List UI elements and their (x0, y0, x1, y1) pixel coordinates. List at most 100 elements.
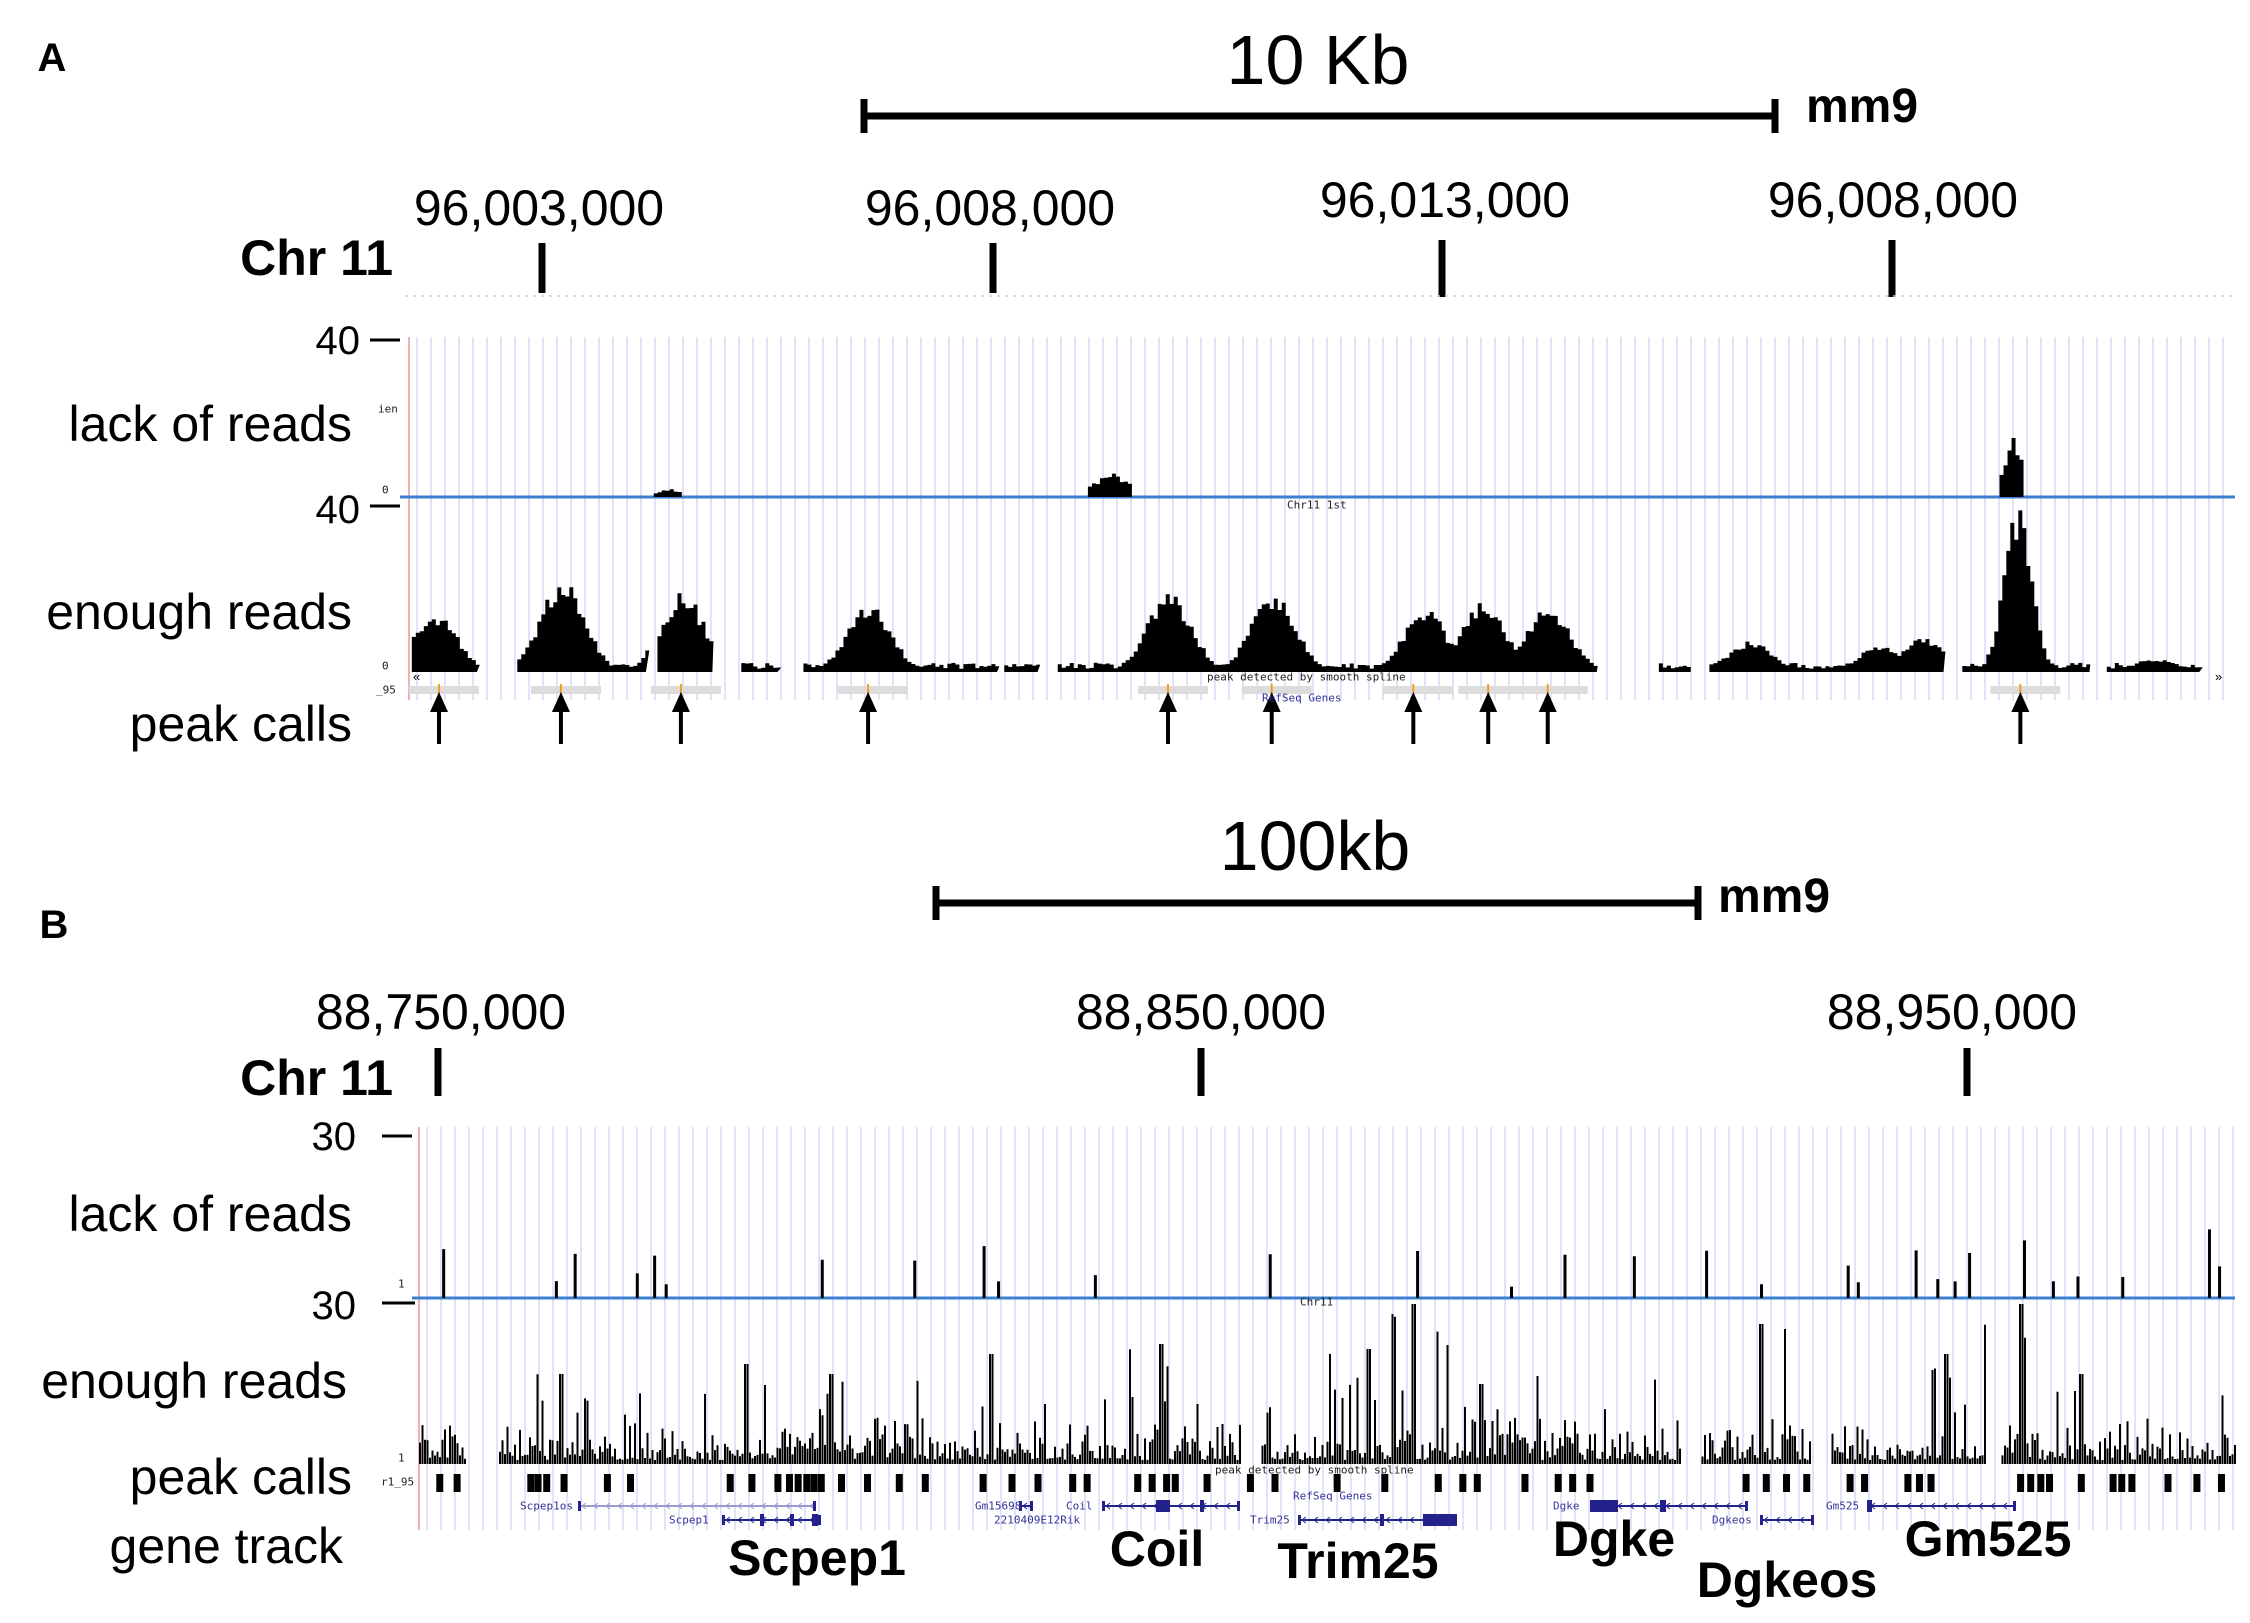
panel-b-peak-call (979, 1474, 987, 1492)
gene-exon (1237, 1501, 1240, 1511)
gene-strand-arrow-icon (1325, 1516, 1331, 1524)
panel-a-assembly: mm9 (1806, 80, 1919, 133)
small-gene-label-2210409e12rik: 2210409E12Rik (994, 1513, 1081, 1527)
gene-strand-arrow-icon (1129, 1502, 1135, 1510)
gene-strand-arrow-icon (1689, 1502, 1695, 1510)
panel-b-coord-2: 88,850,000 (1075, 984, 1327, 1040)
gene-strand-arrow-icon (1942, 1502, 1948, 1510)
panel-a-lack-label: lack of reads (68, 396, 352, 452)
gene-label-dgkeos: Dgkeos (1696, 1552, 1878, 1608)
panel-b-peak-call (627, 1474, 635, 1492)
panel-b-peak-call (560, 1474, 568, 1492)
panel-a-left-arrow-icon: « (413, 669, 420, 684)
panel-a-enough-reads-signal (411, 510, 2203, 672)
panel-b-peak-call (837, 1474, 845, 1492)
gene-exon (790, 1514, 794, 1526)
panel-a-tiny-zero-2: 0 (382, 659, 389, 673)
panel-b-peak-call (436, 1474, 444, 1492)
panel-b-tiny-peak-track: peak detected by smooth spline (1215, 1463, 1414, 1477)
panel-b-peak-call (1134, 1474, 1142, 1492)
gene-label-scpep1: Scpep1 (728, 1530, 906, 1586)
gene-strand-arrow-icon (1117, 1502, 1123, 1510)
gene-strand-arrow-icon (1141, 1502, 1147, 1510)
gene-exon (818, 1515, 821, 1525)
gene-strand-arrow-icon (1787, 1516, 1793, 1524)
gene-strand-arrow-icon (797, 1516, 803, 1524)
gene-exon (1156, 1500, 1170, 1512)
gene-strand-arrow-icon (773, 1502, 779, 1510)
gene-exon (1298, 1515, 1301, 1525)
gene-strand-arrow-icon (1701, 1502, 1707, 1510)
panel-b-peak-call (1586, 1474, 1594, 1492)
panel-b-peak-call (1521, 1474, 1529, 1492)
panel-a-peak-call-bar (530, 686, 601, 694)
panel-b-peak-call (1246, 1474, 1254, 1492)
gene-strand-arrow-icon (1653, 1502, 1659, 1510)
gene-strand-arrow-icon (1990, 1502, 1996, 1510)
panel-a-tiny-chr-label: Chr11 1st (1287, 498, 1347, 512)
gene-strand-arrow-icon (785, 1516, 791, 1524)
panel-b-peak-call (1203, 1474, 1211, 1492)
gene-strand-arrow-icon (1349, 1516, 1355, 1524)
panel-b-lack-label: lack of reads (68, 1186, 352, 1242)
panel-a-peak-arrowhead-icon (1538, 692, 1557, 712)
panel-b-peak-call (2017, 1474, 2025, 1492)
panel-b-peak-call (1333, 1474, 1341, 1492)
panel-a-peak-call-bar (650, 686, 721, 694)
panel-b-scale-label: 100kb (1219, 807, 1411, 885)
gene-strand-arrow-icon (1978, 1502, 1984, 1510)
gene-strand-arrow-icon (1373, 1516, 1379, 1524)
panel-b-peak-call (810, 1474, 818, 1492)
panel-b-peak-call (527, 1474, 535, 1492)
gene-strand-arrow-icon (617, 1502, 623, 1510)
panel-a-tiny-zero-1: 0 (382, 483, 389, 497)
panel-b-peak-call (543, 1474, 551, 1492)
gene-strand-arrow-icon (1409, 1516, 1415, 1524)
panel-b-peak-call (453, 1474, 461, 1492)
small-gene-label-trim25: Trim25 (1250, 1513, 1290, 1527)
gene-exon (1200, 1500, 1204, 1512)
gene-strand-arrow-icon (1629, 1502, 1635, 1510)
panel-b-peak-call (864, 1474, 871, 1492)
gene-exon (1102, 1501, 1105, 1511)
panel-b-peak-call (1554, 1474, 1562, 1492)
panel-a-peak-arrowhead-icon (1479, 692, 1498, 712)
panel-b-coord-1: 88,750,000 (315, 984, 567, 1040)
panel-b-peak-call (774, 1474, 782, 1492)
panel-a-tiny-refseq: RefSeq Genes (1262, 691, 1342, 705)
gene-strand-arrow-icon (1361, 1516, 1367, 1524)
gene-exon (1660, 1500, 1666, 1512)
panel-b-peak-call (1163, 1474, 1171, 1492)
panel-b-peak-call (895, 1474, 903, 1492)
panel-b-peak-call (1904, 1474, 1912, 1492)
panel-b-peak-call (2118, 1474, 2126, 1492)
gene-strand-arrow-icon (1225, 1502, 1231, 1510)
gene-strand-arrow-icon (1177, 1502, 1183, 1510)
gene-strand-arrow-icon (749, 1516, 755, 1524)
panel-a-chrom-label: Chr 11 (240, 230, 393, 286)
panel-b-peak-call (1008, 1474, 1016, 1492)
panel-b-peak-call (817, 1474, 825, 1492)
gene-strand-arrow-icon (725, 1516, 731, 1524)
panel-b-peak-call (603, 1474, 611, 1492)
panel-b-chrom-label: Chr 11 (240, 1050, 393, 1106)
panel-a-letter: A (37, 36, 67, 80)
gene-strand-arrow-icon (785, 1502, 791, 1510)
gene-exon (1380, 1514, 1384, 1526)
gene-exon (722, 1515, 725, 1525)
gene-strand-arrow-icon (1918, 1502, 1924, 1510)
panel-a-coord-4: 96,008,000 (1767, 172, 2019, 228)
panel-a-coord-3: 96,013,000 (1319, 172, 1571, 228)
panel-b-lack-axis-max: 30 (311, 1115, 357, 1159)
panel-b-peak-call (2164, 1474, 2172, 1492)
gene-strand-arrow-icon (1954, 1502, 1960, 1510)
gene-strand-arrow-icon (1641, 1502, 1647, 1510)
gene-strand-arrow-icon (1301, 1516, 1307, 1524)
gene-strand-arrow-icon (1713, 1502, 1719, 1510)
panel-a-peak-call-bar (1458, 686, 1529, 694)
gene-strand-arrow-icon (809, 1502, 815, 1510)
gene-exon (578, 1501, 581, 1511)
gene-strand-arrow-icon (1737, 1502, 1743, 1510)
gene-strand-arrow-icon (1930, 1502, 1936, 1510)
